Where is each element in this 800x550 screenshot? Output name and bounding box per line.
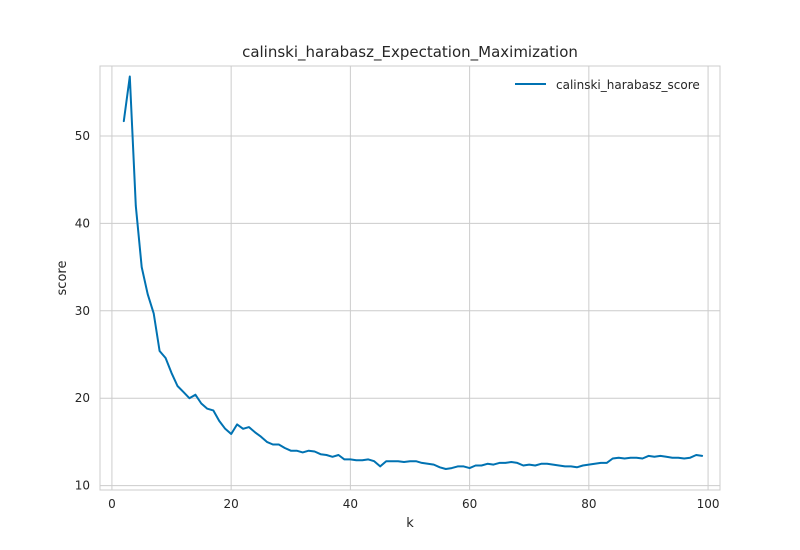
y-tick-label: 40: [75, 216, 90, 230]
x-tick-label: 20: [224, 497, 239, 511]
x-tick-label: 0: [108, 497, 116, 511]
grid: [100, 66, 720, 490]
x-ticks: 0 20 40 60 80 100: [108, 497, 719, 511]
y-tick-label: 10: [75, 479, 90, 493]
chart-title: calinski_harabasz_Expectation_Maximizati…: [242, 43, 578, 62]
series-layer: [122, 75, 704, 470]
y-axis-label: score: [55, 261, 70, 296]
plot-frame: [99, 65, 721, 491]
legend: calinski_harabasz_score: [515, 78, 700, 92]
y-ticks: 10 20 30 40 50: [75, 129, 90, 493]
x-axis-label: k: [406, 516, 414, 531]
x-tick-label: 60: [462, 497, 477, 511]
y-tick-label: 30: [75, 304, 90, 318]
legend-label: calinski_harabasz_score: [556, 78, 700, 92]
x-tick-label: 100: [697, 497, 720, 511]
x-tick-label: 40: [343, 497, 358, 511]
x-tick-label: 80: [581, 497, 596, 511]
plot-area: [100, 66, 720, 490]
series-line: [122, 75, 704, 470]
y-tick-label: 50: [75, 129, 90, 143]
y-tick-label: 20: [75, 391, 90, 405]
